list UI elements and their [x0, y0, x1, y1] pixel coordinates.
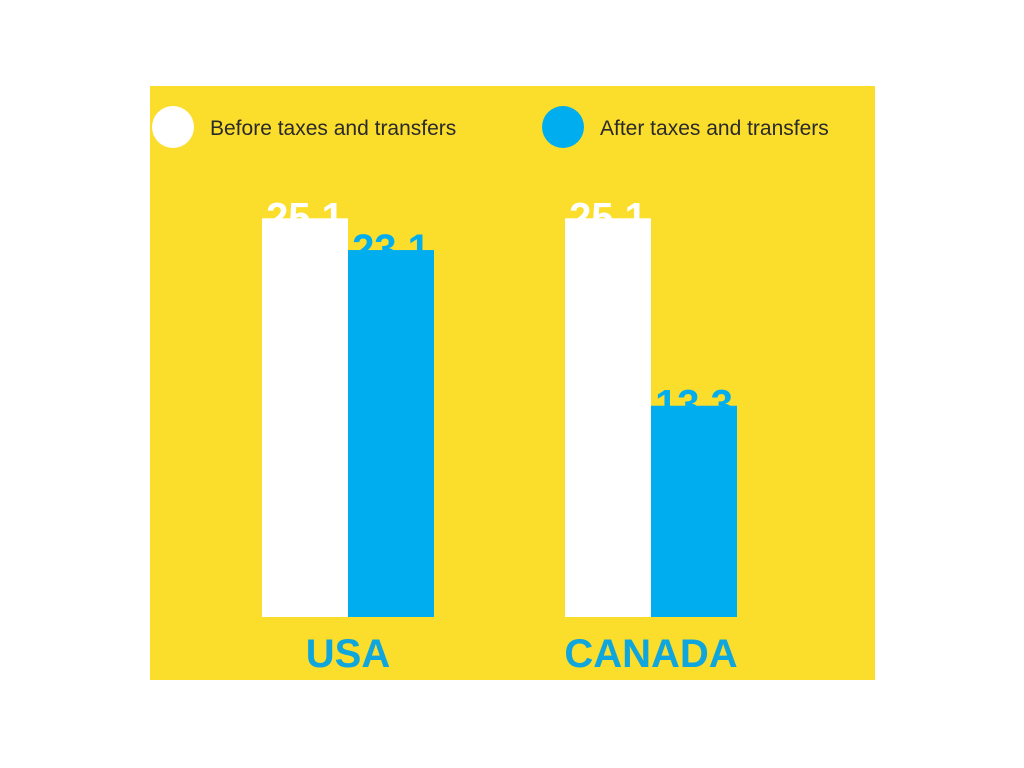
legend-label-before: Before taxes and transfers: [210, 117, 456, 140]
value-label-after-usa: 23.1: [352, 227, 430, 271]
value-label-after-canada: 13.3: [655, 383, 733, 427]
value-label-before-canada: 25.1: [569, 195, 647, 239]
bar-after-canada: [651, 405, 737, 617]
bar-before-usa: [262, 218, 348, 618]
value-label-before-usa: 25.1: [266, 195, 344, 239]
legend-marker-after: [542, 106, 584, 148]
legend-label-after: After taxes and transfers: [600, 117, 829, 140]
bar-after-usa: [348, 250, 434, 618]
bar-before-canada: [565, 218, 651, 618]
category-label-canada: CANADA: [564, 632, 737, 676]
legend-marker-before: [152, 106, 194, 148]
bar-chart: Before taxes and transfers After taxes an…: [152, 106, 829, 676]
chart-panel: Before taxes and transfers After taxes an…: [150, 86, 875, 680]
category-label-usa: USA: [306, 632, 390, 676]
